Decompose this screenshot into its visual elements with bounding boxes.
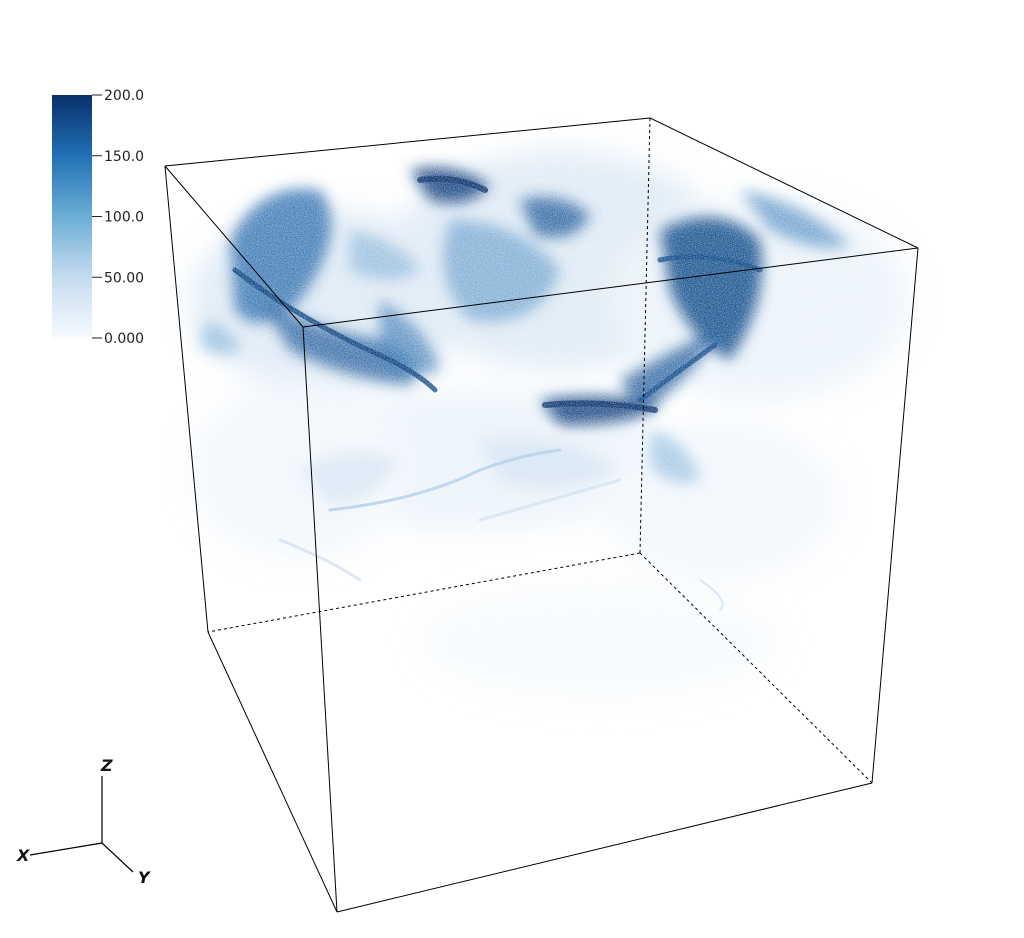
colorbar: 200.0 150.0 100.0 50.00 0.000: [52, 88, 144, 347]
y-axis-label: Y: [138, 868, 151, 887]
bbox-right-vertical-edge: [871, 247, 919, 784]
bbox-top-front-right-edge: [302, 247, 919, 328]
y-axis-line: [101, 842, 134, 873]
bbox-left-vertical-edge: [164, 165, 209, 633]
bbox-back-bottom-right-edge: [639, 552, 873, 784]
z-axis-label: Z: [100, 756, 113, 775]
colorbar-tick-label-1: 150.0: [104, 149, 144, 165]
bbox-bottom-front-left-edge: [207, 631, 338, 913]
bbox-top-back-left-edge: [164, 117, 651, 167]
x-axis-label: X: [16, 846, 30, 865]
bbox-top-back-right-edge: [649, 117, 919, 249]
x-axis-line: [29, 842, 103, 856]
bbox-top-front-left-edge: [164, 165, 304, 328]
colorbar-tick-label-3: 50.00: [104, 270, 144, 286]
speckle-overlay: [160, 110, 930, 630]
colorbar-gradient: [52, 95, 92, 338]
volume-render: [160, 110, 930, 700]
colorbar-tick-label-0: 200.0: [104, 88, 144, 104]
bbox-front-vertical-edge: [302, 326, 338, 913]
colorbar-tick-label-2: 100.0: [104, 210, 144, 226]
bbox-back-bottom-left-edge: [207, 552, 641, 633]
bounding-box: [164, 117, 919, 913]
colorbar-tick-label-4: 0.000: [104, 331, 144, 347]
bbox-bottom-front-right-edge: [336, 782, 873, 913]
bbox-back-vertical-edge: [639, 117, 651, 554]
orientation-axes: Z X Y: [16, 756, 151, 887]
